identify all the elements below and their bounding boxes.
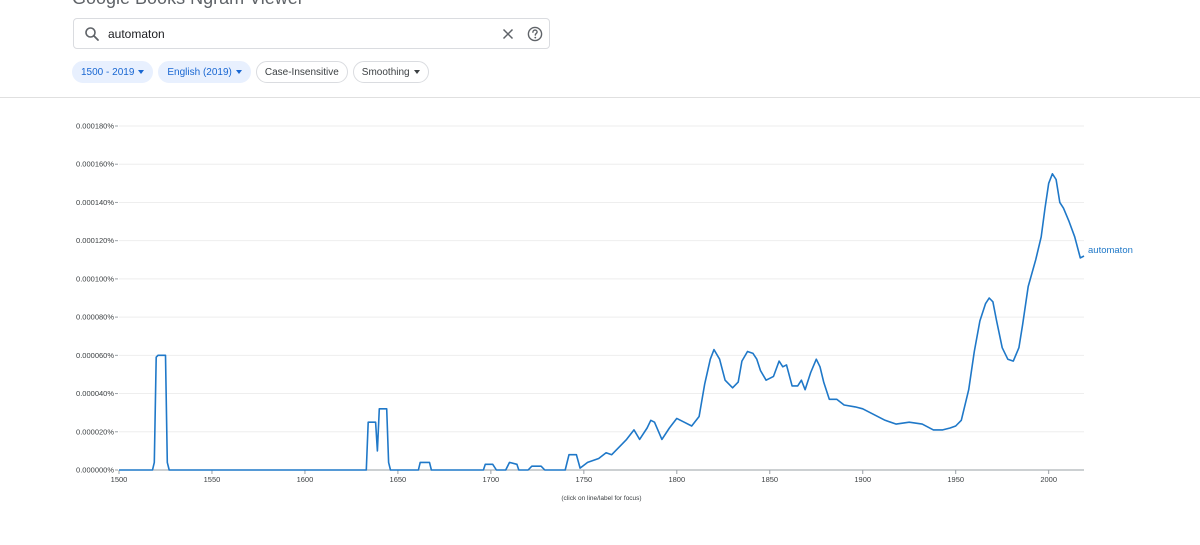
y-tick-label: 0.000040% [76, 389, 114, 398]
x-tick-label: 1900 [854, 475, 871, 484]
year-range-dropdown[interactable]: 1500 - 2019 [72, 61, 154, 83]
page-title: Google Books Ngram Viewer [72, 0, 304, 9]
chevron-down-icon [138, 70, 145, 74]
close-icon[interactable] [500, 26, 516, 42]
search-input[interactable] [108, 24, 488, 44]
grid-lines [119, 125, 1084, 433]
y-tick-label: 0.000140% [76, 198, 114, 207]
corpus-label: English (2019) [167, 66, 232, 78]
x-tick-label: 1600 [297, 475, 314, 484]
x-tick-label: 2000 [1040, 475, 1057, 484]
y-tick-label: 0.000160% [76, 160, 114, 169]
x-tick-label: 1650 [390, 475, 407, 484]
top-bar: Google Books Ngram Viewer 1500 - 2019 [0, 0, 1200, 98]
series-layer[interactable]: automaton [119, 173, 1133, 471]
x-tick-label: 1800 [668, 475, 685, 484]
series-line-automaton[interactable] [119, 173, 1085, 471]
y-tick-label: 0.000020% [76, 427, 114, 436]
y-tick-label: 0.000100% [76, 274, 114, 283]
focus-note: (click on line/label for focus) [561, 495, 641, 502]
chevron-down-icon [413, 70, 420, 74]
smoothing-dropdown[interactable]: Smoothing [352, 61, 429, 83]
y-tick-label: 0.000080% [76, 313, 114, 322]
x-tick-label: 1500 [111, 475, 128, 484]
y-tick-label: 0.000120% [76, 236, 114, 245]
x-tick-label: 1950 [947, 475, 964, 484]
case-insensitive-label: Case-Insensitive [264, 66, 339, 78]
x-tick-label: 1700 [483, 475, 500, 484]
x-tick-label: 1750 [575, 475, 592, 484]
smoothing-label: Smoothing [361, 66, 410, 78]
x-tick-label: 1550 [204, 475, 221, 484]
y-tick-label: 0.000000% [76, 466, 114, 475]
help-icon[interactable] [527, 26, 543, 42]
corpus-dropdown[interactable]: English (2019) [158, 61, 251, 83]
x-tick-label: 1850 [761, 475, 778, 484]
y-tick-label: 0.000060% [76, 351, 114, 360]
chevron-down-icon [235, 70, 242, 74]
search-box[interactable] [73, 18, 550, 49]
chart-axes: 0.000000% 0.000020% 0.000040% 0.000060% 0.00… [76, 122, 1084, 484]
search-icon [84, 26, 100, 42]
y-tick-label: 0.000180% [76, 122, 114, 131]
filter-chips: 1500 - 2019 English (2019) Case-Insensit… [72, 61, 429, 83]
case-insensitive-toggle[interactable]: Case-Insensitive [255, 61, 348, 83]
series-label-automaton[interactable]: automaton [1088, 245, 1133, 256]
year-range-label: 1500 - 2019 [81, 66, 135, 78]
ngram-chart: 0.000000% 0.000020% 0.000040% 0.000060% 0.00… [76, 122, 1133, 503]
